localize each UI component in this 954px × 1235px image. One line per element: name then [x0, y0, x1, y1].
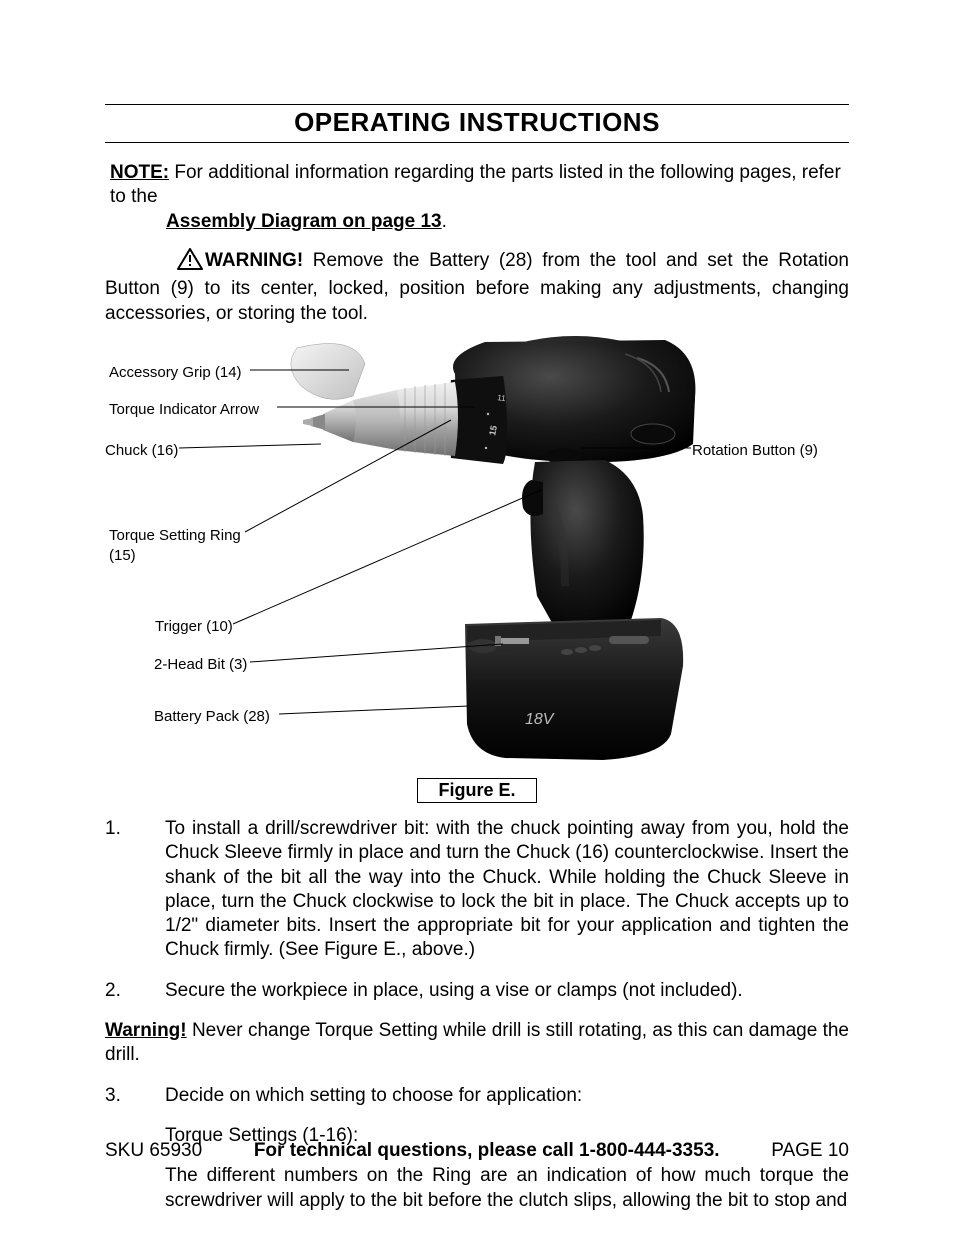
callout-trigger: Trigger (10) [155, 618, 233, 635]
note-paragraph: NOTE: For additional information regardi… [110, 161, 849, 234]
step-1: 1. To install a drill/screwdriver bit: w… [105, 817, 849, 963]
svg-text:15: 15 [487, 424, 499, 436]
figure-caption: Figure E. [417, 778, 536, 803]
page-title: OPERATING INSTRUCTIONS [294, 107, 660, 137]
step-number: 1. [105, 817, 165, 963]
callout-torque-setting-ring: Torque Setting Ring (15) [109, 526, 249, 567]
callout-two-head-bit: 2-Head Bit (3) [154, 656, 247, 673]
callout-accessory-grip: Accessory Grip (14) [109, 364, 242, 381]
step-text: Secure the workpiece in place, using a v… [165, 979, 849, 1003]
warning-top-label: WARNING! [205, 250, 303, 271]
callout-torque-indicator: Torque Indicator Arrow [109, 401, 259, 418]
callout-rotation-button: Rotation Button (9) [692, 442, 818, 459]
page-footer: SKU 65930 For technical questions, pleas… [105, 1140, 849, 1162]
assembly-diagram-link[interactable]: Assembly Diagram on page 13 [166, 211, 442, 232]
step-text: To install a drill/screwdriver bit: with… [165, 817, 849, 963]
step-number: 2. [105, 979, 165, 1003]
warning-triangle-icon [177, 248, 203, 277]
note-text-after: . [442, 211, 447, 232]
warning-mid-text: Never change Torque Setting while drill … [105, 1020, 849, 1065]
title-bar: OPERATING INSTRUCTIONS [105, 104, 849, 143]
warning-top-paragraph: WARNING! Remove the Battery (28) from th… [105, 248, 849, 326]
step3-line1: Decide on which setting to choose for ap… [165, 1084, 849, 1108]
footer-sku: SKU 65930 [105, 1140, 202, 1162]
figure-e-wrap: 11 15 [105, 336, 849, 776]
step-2: 2. Secure the workpiece in place, using … [105, 979, 849, 1003]
battery-voltage-label: 18V [525, 711, 555, 728]
footer-page-number: PAGE 10 [771, 1140, 849, 1162]
callout-battery-pack: Battery Pack (28) [154, 708, 270, 725]
note-text-before: For additional information regarding the… [110, 162, 841, 207]
note-label: NOTE: [110, 162, 169, 183]
page-content: OPERATING INSTRUCTIONS NOTE: For additio… [105, 104, 849, 1229]
figure-caption-wrap: Figure E. [105, 778, 849, 803]
callout-chuck: Chuck (16) [105, 442, 178, 459]
warning-mid-label: Warning! [105, 1020, 187, 1041]
footer-support-phone: For technical questions, please call 1-8… [254, 1140, 720, 1162]
warning-mid: Warning! Never change Torque Setting whi… [105, 1019, 849, 1068]
step3-line3: The different numbers on the Ring are an… [165, 1164, 849, 1213]
